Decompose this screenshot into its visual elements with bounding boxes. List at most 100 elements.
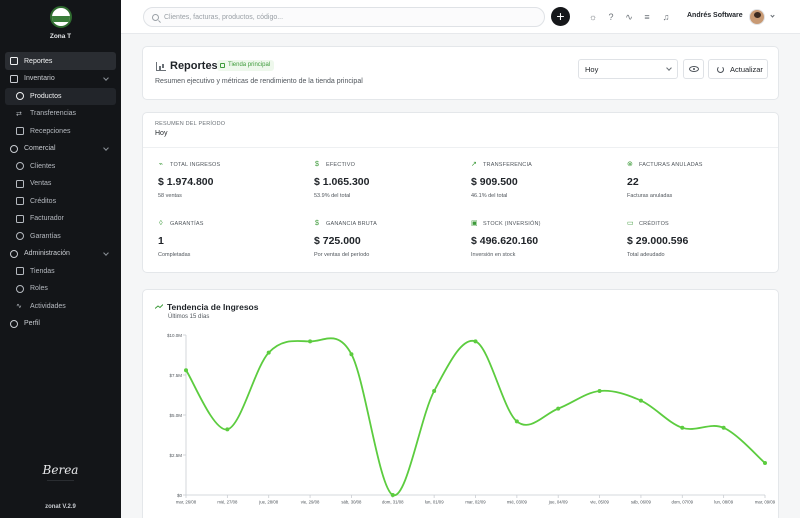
metric-sub: Facturas anuladas: [627, 193, 673, 199]
activity-icon[interactable]: ∿: [625, 12, 633, 22]
avatar[interactable]: [749, 9, 765, 25]
metric-label: CRÉDITOS: [639, 221, 669, 227]
data-point[interactable]: [721, 425, 726, 430]
activity-icon: ∿: [16, 303, 22, 311]
data-point[interactable]: [763, 461, 767, 465]
data-point[interactable]: [390, 493, 395, 497]
metric-sub: Completadas: [158, 252, 191, 258]
metric-total-ingresos: ⌁ TOTAL INGRESOS $ 1.974.800 58 ventas: [158, 161, 308, 199]
data-point[interactable]: [556, 406, 561, 411]
x-tick-label: lun, 08/09: [714, 500, 733, 505]
data-point[interactable]: [473, 339, 478, 344]
page-title: Reportes: [170, 60, 218, 72]
x-tick-label: mar, 09/09: [755, 500, 776, 505]
eye-icon: [689, 66, 699, 72]
sidebar-item-label: Tiendas: [30, 267, 55, 275]
x-tick-label: sáb, 30/08: [341, 500, 362, 505]
sidebar-item-perfil[interactable]: Perfil: [5, 315, 116, 333]
x-tick-label: dom, 07/09: [672, 500, 694, 505]
summary-caption: RESUMEN DEL PERÍODO: [155, 121, 226, 127]
data-point[interactable]: [225, 427, 230, 432]
chevron-down-icon[interactable]: [770, 13, 775, 18]
sidebar-item-clientes[interactable]: Clientes: [5, 158, 116, 176]
add-button[interactable]: +: [551, 7, 570, 26]
metric-label: GARANTÍAS: [170, 221, 204, 227]
data-point[interactable]: [597, 389, 602, 393]
data-point[interactable]: [514, 419, 519, 424]
data-point[interactable]: [349, 352, 354, 357]
y-tick-label: $0: [177, 493, 183, 498]
refresh-label: Actualizar: [730, 65, 763, 74]
sidebar-item-tiendas[interactable]: Tiendas: [5, 263, 116, 281]
metric-sub: 46.1% del total: [471, 193, 508, 199]
sidebar-item-facturador[interactable]: Facturador: [5, 210, 116, 228]
refresh-button[interactable]: Actualizar: [708, 59, 768, 79]
chevron-down-icon: [103, 145, 109, 151]
sidebar-item-inventario[interactable]: Inventario: [5, 70, 116, 88]
metric-label: EFECTIVO: [326, 162, 356, 168]
sidebar-item-garantias[interactable]: Garantías: [5, 228, 116, 246]
period-select-value: Hoy: [585, 65, 599, 74]
revenue-trend-card: Tendencia de Ingresos Últimos 15 días $0…: [142, 289, 779, 518]
help-icon[interactable]: ?: [608, 12, 614, 22]
signature-logo: Berea ―――――――――: [0, 463, 121, 482]
metric-facturas-anuladas: ⊗ FACTURAS ANULADAS 22 Facturas anuladas: [627, 161, 777, 199]
sliders-icon[interactable]: ≡: [644, 12, 650, 22]
toggle-visibility-button[interactable]: [683, 59, 704, 79]
gear-icon: [10, 249, 18, 258]
trend-icon: [155, 304, 163, 309]
sidebar-item-actividades[interactable]: ∿ Actividades: [5, 298, 116, 316]
sidebar: Zona T Reportes Inventario Productos ⇄ T…: [0, 0, 121, 518]
metric-sub: Total adeudado: [627, 252, 665, 258]
sidebar-item-administracion[interactable]: Administración: [5, 245, 116, 263]
chart-title: Tendencia de Ingresos: [167, 302, 259, 312]
shield-icon: ◊: [159, 220, 163, 227]
sidebar-item-label: Inventario: [24, 75, 55, 83]
metric-label: STOCK (INVERSIÓN): [483, 221, 541, 227]
data-point[interactable]: [638, 398, 643, 403]
bell-icon[interactable]: ♫: [662, 12, 670, 22]
metric-value: $ 496.620.160: [471, 235, 539, 247]
package-icon: [16, 92, 24, 101]
brand[interactable]: Zona T: [0, 6, 121, 40]
metric-sub: Por ventas del período: [314, 252, 370, 258]
metric-value: $ 909.500: [471, 176, 518, 188]
sidebar-item-label: Garantías: [30, 232, 61, 240]
data-point[interactable]: [432, 389, 437, 393]
sidebar-item-roles[interactable]: Roles: [5, 280, 116, 298]
cart-icon: [16, 179, 24, 188]
page-subtitle: Resumen ejecutivo y métricas de rendimie…: [155, 78, 363, 85]
sidebar-item-recepciones[interactable]: Recepciones: [5, 123, 116, 141]
transfer-icon: ⇄: [16, 110, 22, 118]
sidebar-item-label: Administración: [24, 250, 70, 258]
sidebar-item-label: Actividades: [30, 302, 66, 310]
sidebar-item-comercial[interactable]: Comercial: [5, 140, 116, 158]
search-input[interactable]: Clientes, facturas, productos, código...: [143, 7, 545, 27]
data-point[interactable]: [308, 339, 313, 344]
revenue-line-chart: $0 $2.5M $5.0M $7.5M $10.0M mar, 26/08 mié, 27…: [167, 333, 776, 505]
data-point[interactable]: [184, 368, 188, 373]
theme-sun-icon[interactable]: ☼: [588, 12, 598, 22]
metric-value: 22: [627, 176, 639, 188]
trend-up-icon: ↗: [471, 161, 478, 168]
data-point[interactable]: [680, 425, 685, 430]
sidebar-item-reportes[interactable]: Reportes: [5, 52, 116, 70]
sidebar-item-label: Productos: [30, 92, 62, 100]
metric-sub: 58 ventas: [158, 193, 182, 199]
sidebar-item-label: Reportes: [24, 57, 53, 65]
sidebar-item-creditos[interactable]: Créditos: [5, 193, 116, 211]
metric-sub: 53.9% del total: [314, 193, 351, 199]
profile-icon: [10, 319, 18, 328]
metric-label: GANANCIA BRUTA: [326, 221, 377, 227]
sidebar-item-label: Clientes: [30, 162, 56, 170]
sidebar-item-ventas[interactable]: Ventas: [5, 175, 116, 193]
x-tick-label: jue, 28/08: [258, 500, 278, 505]
data-point[interactable]: [266, 350, 271, 355]
period-select[interactable]: Hoy: [578, 59, 678, 79]
sidebar-item-transferencias[interactable]: ⇄ Transferencias: [5, 105, 116, 123]
x-tick-label: mié, 03/09: [507, 500, 528, 505]
user-name[interactable]: Andrés Software: [687, 12, 743, 19]
sidebar-item-productos[interactable]: Productos: [5, 87, 116, 105]
y-tick-label: $2.5M: [169, 453, 182, 458]
trend-icon: ⌁: [158, 161, 164, 168]
